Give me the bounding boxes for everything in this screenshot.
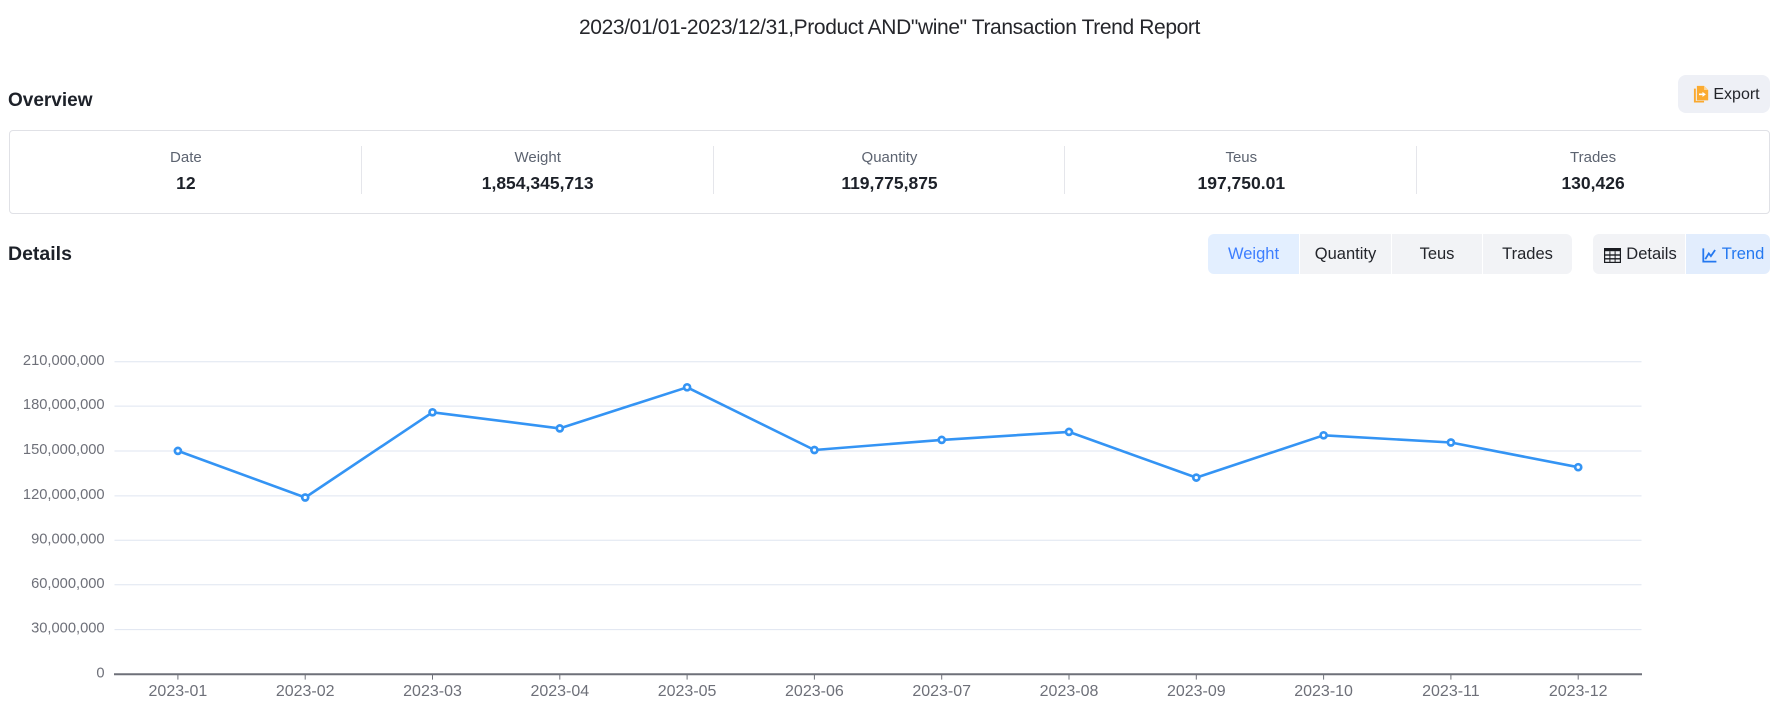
svg-text:30,000,000: 30,000,000 <box>31 621 105 637</box>
svg-text:180,000,000: 180,000,000 <box>23 397 105 413</box>
svg-text:2023-09: 2023-09 <box>1167 683 1226 700</box>
svg-text:0: 0 <box>96 665 104 681</box>
svg-text:150,000,000: 150,000,000 <box>23 442 105 458</box>
svg-text:90,000,000: 90,000,000 <box>31 531 105 547</box>
svg-text:2023-02: 2023-02 <box>276 683 335 700</box>
svg-text:2023-07: 2023-07 <box>912 683 971 700</box>
svg-text:2023-05: 2023-05 <box>658 683 717 700</box>
svg-text:2023-08: 2023-08 <box>1040 683 1099 700</box>
svg-text:2023-11: 2023-11 <box>1422 683 1480 700</box>
svg-text:2023-10: 2023-10 <box>1294 683 1353 700</box>
svg-text:2023-12: 2023-12 <box>1549 683 1608 700</box>
svg-text:210,000,000: 210,000,000 <box>23 353 105 369</box>
svg-text:60,000,000: 60,000,000 <box>31 576 105 592</box>
svg-text:2023-01: 2023-01 <box>149 683 208 700</box>
svg-text:120,000,000: 120,000,000 <box>23 487 105 503</box>
svg-text:2023-06: 2023-06 <box>785 683 844 700</box>
svg-text:2023-04: 2023-04 <box>530 683 589 700</box>
svg-text:2023-03: 2023-03 <box>403 683 462 700</box>
